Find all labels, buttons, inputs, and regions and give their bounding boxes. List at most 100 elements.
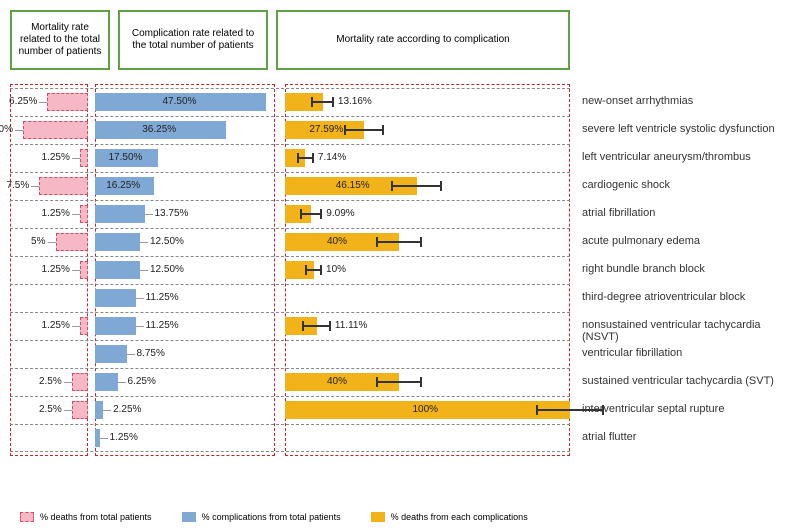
complication-name: atrial fibrillation [582, 207, 777, 219]
leader-line [72, 214, 80, 215]
data-row: 1.25%17.50%7.14%left ventricular aneurys… [10, 144, 779, 172]
data-row: 8.75% ventricular fibrillation [10, 340, 779, 368]
data-row: 1.25% 12.50% 10% right bundle branch block [10, 256, 779, 284]
leader-line [118, 382, 126, 383]
bar-mortality-total [80, 261, 88, 279]
legend-label: % deaths from total patients [40, 512, 152, 522]
label-mortality-total: 1.25% [42, 264, 70, 275]
label-complication: 13.75% [155, 208, 189, 219]
leader-line [136, 326, 144, 327]
label-complication: 17.50% [109, 152, 143, 163]
leader-line [72, 270, 80, 271]
complication-name: sustained ventricular tachycardia (SVT) [582, 375, 777, 387]
data-row: 1.25% 13.75% 9.09% atrial fibrillation [10, 200, 779, 228]
legend: % deaths from total patients % complicati… [20, 512, 528, 522]
data-row: 10%36.25%27.59%severe left ventricle sys… [10, 116, 779, 144]
label-mortality-comp: 13.16% [338, 96, 372, 107]
data-row: 7.5%16.25%46.15%cardiogenic shock [10, 172, 779, 200]
bar-complication [95, 345, 127, 363]
error-bar [311, 101, 334, 103]
header-box-1: Complication rate related to the total n… [118, 10, 268, 70]
row-gridline [10, 424, 570, 452]
error-bar [297, 157, 314, 159]
legend-swatch [20, 512, 34, 522]
error-bar [376, 241, 422, 243]
label-complication: 36.25% [142, 124, 176, 135]
label-mortality-comp: 46.15% [336, 180, 370, 191]
complication-name: ventricular fibrillation [582, 347, 777, 359]
legend-label: % complications from total patients [202, 512, 341, 522]
bar-complication [95, 401, 103, 419]
leader-line [31, 186, 39, 187]
legend-swatch [182, 512, 196, 522]
label-complication: 6.25% [128, 376, 156, 387]
label-mortality-total: 7.5% [6, 180, 29, 191]
complication-name: left ventricular aneurysm/thrombus [582, 151, 777, 163]
label-complication: 8.75% [137, 348, 165, 359]
legend-label: % deaths from each complications [391, 512, 528, 522]
bar-mortality-total [72, 373, 88, 391]
row-gridline [10, 340, 570, 368]
label-complication: 1.25% [110, 432, 138, 443]
label-mortality-comp: 9.09% [326, 208, 354, 219]
label-mortality-comp: 40% [327, 236, 347, 247]
row-gridline [10, 284, 570, 312]
data-row: 6.25%47.50%13.16%new-onset arrhythmias [10, 88, 779, 116]
legend-swatch [371, 512, 385, 522]
error-bar [300, 213, 323, 215]
leader-line [100, 438, 108, 439]
complication-name: atrial flutter [582, 431, 777, 443]
leader-line [140, 242, 148, 243]
rows-area: 6.25%47.50%13.16%new-onset arrhythmias10… [10, 88, 779, 452]
complication-name: right bundle branch block [582, 263, 777, 275]
leader-line [145, 214, 153, 215]
label-mortality-comp: 40% [327, 376, 347, 387]
error-bar [302, 325, 331, 327]
bar-complication [95, 373, 118, 391]
leader-line [127, 354, 135, 355]
leader-line [64, 382, 72, 383]
complication-name: new-onset arrhythmias [582, 95, 777, 107]
leader-line [15, 130, 23, 131]
complication-name: interventricular septal rupture [582, 403, 777, 415]
leader-line [39, 102, 47, 103]
complication-name: cardiogenic shock [582, 179, 777, 191]
label-mortality-total: 2.5% [39, 376, 62, 387]
bar-mortality-total [80, 149, 88, 167]
label-complication: 12.50% [150, 236, 184, 247]
leader-line [72, 158, 80, 159]
legend-item: % deaths from each complications [371, 512, 528, 522]
bar-mortality-total [56, 233, 89, 251]
complication-name: acute pulmonary edema [582, 235, 777, 247]
label-complication: 12.50% [150, 264, 184, 275]
label-mortality-total: 1.25% [42, 152, 70, 163]
complication-name: third-degree atrioventricular block [582, 291, 777, 303]
error-bar [391, 185, 442, 187]
bar-mortality-total [72, 401, 88, 419]
bar-complication [95, 205, 145, 223]
label-mortality-total: 2.5% [39, 404, 62, 415]
bar-mortality-total [80, 317, 88, 335]
bar-complication [95, 261, 140, 279]
label-mortality-comp: 11.11% [335, 320, 367, 331]
data-row: 2.5% 2.25% 100% interventricular septal rup… [10, 396, 779, 424]
data-row: 2.5% 6.25% 40% sustained ventricular tachyc… [10, 368, 779, 396]
leader-line [72, 326, 80, 327]
label-mortality-comp: 100% [413, 404, 439, 415]
bar-mortality-total [23, 121, 88, 139]
label-mortality-total: 5% [31, 236, 45, 247]
label-mortality-comp: 10% [326, 264, 346, 275]
data-row: 1.25% atrial flutter [10, 424, 779, 452]
label-mortality-total: 6.25% [9, 96, 37, 107]
data-row: 5% 12.50% 40% acute pulmonary edema [10, 228, 779, 256]
legend-item: % deaths from total patients [20, 512, 152, 522]
label-mortality-comp: 27.59% [309, 124, 343, 135]
label-mortality-total: 1.25% [42, 208, 70, 219]
label-complication: 16.25% [106, 180, 140, 191]
label-complication: 2.25% [113, 404, 141, 415]
legend-item: % complications from total patients [182, 512, 341, 522]
bar-mortality-total [39, 177, 88, 195]
leader-line [64, 410, 72, 411]
bar-mortality-total [47, 93, 88, 111]
label-mortality-total: 1.25% [42, 320, 70, 331]
